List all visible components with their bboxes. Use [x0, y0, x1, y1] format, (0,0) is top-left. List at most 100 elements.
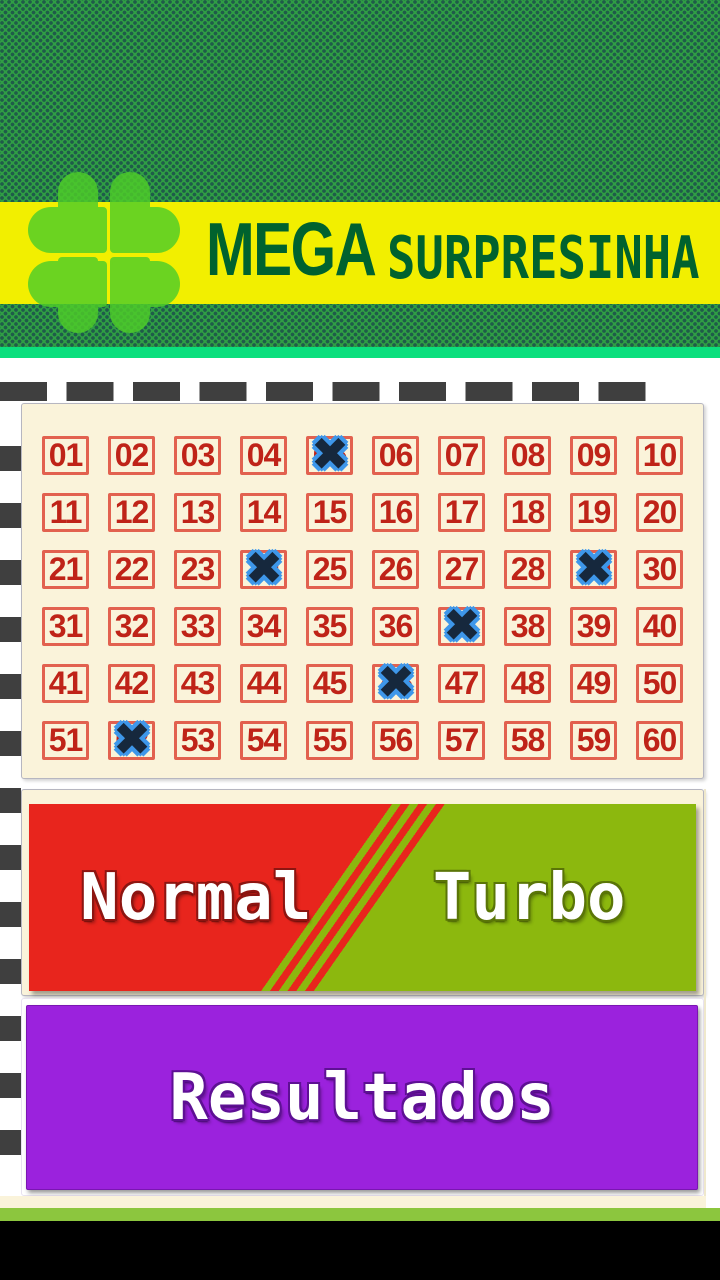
number-cell-29[interactable]: 29 ✖: [570, 545, 617, 591]
number-label: 60: [642, 722, 678, 758]
number-cell-37[interactable]: 37 ✖: [438, 602, 485, 648]
number-cell-04[interactable]: 04: [240, 436, 287, 475]
number-cell-14[interactable]: 14: [240, 493, 287, 532]
number-cell-28[interactable]: 28: [504, 550, 551, 589]
number-cell-16[interactable]: 16: [372, 493, 419, 532]
number-cell-39[interactable]: 39: [570, 607, 617, 646]
number-cell-34[interactable]: 34: [240, 607, 287, 646]
number-label: 58: [510, 722, 546, 758]
number-cell-13[interactable]: 13: [174, 493, 221, 532]
number-cell-33[interactable]: 33: [174, 607, 221, 646]
number-cell-02[interactable]: 02: [108, 436, 155, 475]
number-cell-09[interactable]: 09: [570, 436, 617, 475]
app-title-secondary: SURPRESINHA: [387, 223, 700, 292]
number-label: 02: [114, 437, 150, 473]
number-cell-05[interactable]: 05 ✖: [306, 431, 353, 477]
number-cell-21[interactable]: 21: [42, 550, 89, 589]
number-cell-26[interactable]: 26: [372, 550, 419, 589]
number-cell-35[interactable]: 35: [306, 607, 353, 646]
clover-leaf: [28, 261, 107, 307]
number-label: 31: [48, 608, 84, 644]
number-cell-27[interactable]: 27: [438, 550, 485, 589]
number-cell-49[interactable]: 49: [570, 664, 617, 703]
number-cell-24[interactable]: 24 ✖: [240, 545, 287, 591]
number-cell-03[interactable]: 03: [174, 436, 221, 475]
number-label: 54: [246, 722, 282, 758]
number-cell-56[interactable]: 56: [372, 721, 419, 760]
number-label: 42: [114, 665, 150, 701]
number-label: 17: [444, 494, 480, 530]
number-cell-36[interactable]: 36: [372, 607, 419, 646]
number-label: 44: [246, 665, 282, 701]
number-cell-59[interactable]: 59: [570, 721, 617, 760]
number-label: 14: [246, 494, 282, 530]
number-cell-57[interactable]: 57: [438, 721, 485, 760]
number-cell-50[interactable]: 50: [636, 664, 683, 703]
number-cell-22[interactable]: 22: [108, 550, 155, 589]
number-board-card: 01 02 03 04 05 ✖ 06 07 08 09 10 11 12 13 14 15 16 17 18 19 2…: [21, 403, 704, 779]
number-cell-55[interactable]: 55: [306, 721, 353, 760]
number-cell-06[interactable]: 06: [372, 436, 419, 475]
number-label: 43: [180, 665, 216, 701]
results-button[interactable]: Resultados: [26, 1005, 698, 1190]
number-cell-51[interactable]: 51: [42, 721, 89, 760]
normal-button-label: Normal: [80, 860, 312, 935]
number-label: 52: [114, 722, 150, 758]
number-cell-40[interactable]: 40: [636, 607, 683, 646]
number-label: 47: [444, 665, 480, 701]
number-cell-12[interactable]: 12: [108, 493, 155, 532]
number-cell-47[interactable]: 47: [438, 664, 485, 703]
normal-button[interactable]: Normal: [29, 804, 363, 991]
number-cell-45[interactable]: 45: [306, 664, 353, 703]
header-banner: MEGA SURPRESINHA: [0, 0, 720, 347]
number-cell-46[interactable]: 46 ✖: [372, 659, 419, 705]
number-cell-53[interactable]: 53: [174, 721, 221, 760]
number-label: 19: [576, 494, 612, 530]
number-label: 29: [576, 551, 612, 587]
number-label: 27: [444, 551, 480, 587]
number-cell-25[interactable]: 25: [306, 550, 353, 589]
number-label: 48: [510, 665, 546, 701]
number-label: 06: [378, 437, 414, 473]
number-label: 18: [510, 494, 546, 530]
number-label: 23: [180, 551, 216, 587]
mode-split-button: Normal Turbo: [29, 804, 696, 991]
number-cell-30[interactable]: 30: [636, 550, 683, 589]
number-cell-17[interactable]: 17: [438, 493, 485, 532]
number-label: 10: [642, 437, 678, 473]
number-cell-44[interactable]: 44: [240, 664, 287, 703]
number-cell-20[interactable]: 20: [636, 493, 683, 532]
number-cell-11[interactable]: 11: [42, 493, 89, 532]
number-cell-31[interactable]: 31: [42, 607, 89, 646]
number-cell-41[interactable]: 41: [42, 664, 89, 703]
bottom-green-bar: [0, 1208, 720, 1221]
number-cell-18[interactable]: 18: [504, 493, 551, 532]
number-cell-07[interactable]: 07: [438, 436, 485, 475]
number-cell-38[interactable]: 38: [504, 607, 551, 646]
number-cell-15[interactable]: 15: [306, 493, 353, 532]
number-cell-19[interactable]: 19: [570, 493, 617, 532]
number-cell-58[interactable]: 58: [504, 721, 551, 760]
number-cell-32[interactable]: 32: [108, 607, 155, 646]
number-cell-43[interactable]: 43: [174, 664, 221, 703]
number-label: 03: [180, 437, 216, 473]
number-label: 15: [312, 494, 348, 530]
header-divider: [0, 347, 720, 358]
number-cell-23[interactable]: 23: [174, 550, 221, 589]
number-cell-52[interactable]: 52 ✖: [108, 716, 155, 762]
number-label: 50: [642, 665, 678, 701]
number-label: 11: [49, 494, 83, 530]
number-cell-60[interactable]: 60: [636, 721, 683, 760]
number-cell-48[interactable]: 48: [504, 664, 551, 703]
turbo-button[interactable]: Turbo: [363, 804, 697, 991]
number-cell-08[interactable]: 08: [504, 436, 551, 475]
ticket-perforation-left: [0, 446, 21, 1183]
number-cell-42[interactable]: 42: [108, 664, 155, 703]
number-cell-10[interactable]: 10: [636, 436, 683, 475]
number-label: 45: [312, 665, 348, 701]
number-cell-01[interactable]: 01: [42, 436, 89, 475]
clover-leaf: [112, 207, 180, 253]
bottom-black-bar: [0, 1221, 720, 1280]
number-label: 33: [180, 608, 216, 644]
number-cell-54[interactable]: 54: [240, 721, 287, 760]
